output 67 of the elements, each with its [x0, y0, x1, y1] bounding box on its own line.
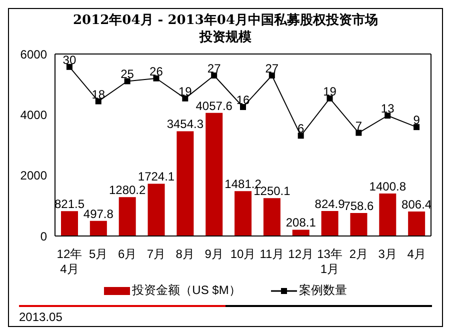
- x-tick-label: 7月: [146, 247, 166, 261]
- chart-subtitle: 投资规模: [198, 29, 252, 46]
- bar: [263, 198, 280, 236]
- data-label: 1280.2: [108, 183, 146, 198]
- data-label: 26: [150, 64, 164, 78]
- x-tick-label: 11月: [260, 247, 284, 261]
- data-label: 13: [380, 102, 395, 116]
- x-tick-label: 4月: [407, 247, 426, 261]
- bar: [90, 220, 107, 236]
- data-label: 1724.1: [138, 170, 175, 184]
- point: [211, 72, 218, 78]
- x-tick-label: 12月: [288, 247, 314, 261]
- y-tick-label: 2000: [20, 168, 48, 183]
- y-tick-label: 4000: [20, 108, 48, 122]
- x-tick-label: 13年 1月: [317, 247, 342, 276]
- data-label: 27: [265, 61, 279, 76]
- data-label: 4057.6: [196, 98, 233, 113]
- x-tick-label: 10月: [230, 247, 256, 261]
- chart-title: 2012年04月 - 2013年04月中国私募股权投资市场: [72, 12, 379, 29]
- point: [95, 98, 102, 104]
- point: [240, 104, 246, 110]
- data-label: 30: [62, 52, 76, 67]
- x-tick-label: 3月: [378, 247, 397, 261]
- data-label: 806.4: [402, 198, 432, 212]
- bar: [408, 212, 426, 236]
- data-label: 758.6: [344, 198, 374, 213]
- data-label: 497.8: [83, 206, 114, 221]
- point: [268, 72, 275, 78]
- data-label: 6: [298, 122, 304, 136]
- x-tick-label: 9月: [204, 247, 224, 261]
- x-tick-label: 2月: [349, 247, 368, 261]
- y-tick-label: 6000: [20, 47, 48, 62]
- bar: [148, 184, 165, 236]
- x-tick-label: 5月: [89, 247, 108, 261]
- point: [182, 95, 188, 102]
- legend-label: 案例数量: [298, 282, 347, 299]
- data-label: 1400.8: [369, 180, 406, 194]
- x-tick-label: 8月: [176, 247, 194, 261]
- bar: [234, 191, 252, 236]
- text: 2013.05: [19, 310, 62, 324]
- data-label: 3454.3: [166, 117, 204, 132]
- y-tick-label: 0: [40, 229, 48, 244]
- x-tick-label: 6月: [118, 247, 137, 261]
- bar: [379, 194, 396, 236]
- bar: [321, 210, 338, 236]
- point: [384, 112, 391, 119]
- bar: [118, 197, 136, 236]
- data-label: 208.1: [286, 216, 316, 230]
- data-label: 824.9: [314, 196, 346, 211]
- bar: [176, 131, 194, 236]
- x-tick-label: 12年 4月: [56, 247, 82, 276]
- point: [124, 78, 130, 84]
- data-label: 9: [413, 113, 420, 128]
- data-label: 18: [92, 87, 106, 102]
- data-label: 19: [323, 84, 337, 98]
- bar: [206, 112, 223, 236]
- data-label: 25: [120, 67, 134, 82]
- legend-label: 投资金额（US $M）: [132, 282, 241, 299]
- point: [356, 130, 362, 136]
- bar: [61, 211, 78, 236]
- data-label: 821.5: [54, 197, 85, 212]
- point: [414, 124, 420, 130]
- bar: [292, 230, 310, 236]
- point: [298, 132, 304, 139]
- bar: [350, 212, 368, 236]
- data-label: 7: [355, 118, 362, 133]
- data-label: 27: [207, 61, 222, 76]
